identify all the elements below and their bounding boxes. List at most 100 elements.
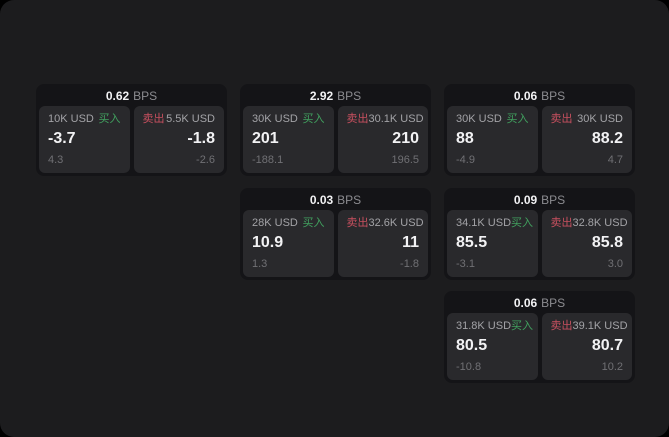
buy-size-label: 30K USD xyxy=(252,113,298,125)
buy-sub-value: -3.1 xyxy=(456,258,475,270)
sell-panel-top: 卖出 5.5K USD xyxy=(143,112,216,126)
sell-price: 210 xyxy=(392,130,419,147)
sell-panel[interactable]: 卖出 5.5K USD -1.8 -2.6 xyxy=(133,106,224,173)
buy-side-label: 买入 xyxy=(98,113,121,125)
sell-size-label: 5.5K USD xyxy=(166,113,215,125)
sell-size-label: 30.1K USD xyxy=(368,113,424,125)
sell-panel[interactable]: 卖出 32.8K USD 85.8 3.0 xyxy=(541,210,632,277)
buy-price: 201 xyxy=(252,130,279,147)
buy-price: 85.5 xyxy=(456,234,488,251)
sell-sub-value: 4.7 xyxy=(607,154,623,166)
bps-unit-label: BPS xyxy=(133,89,158,103)
card-header: 0.06 BPS xyxy=(447,87,632,106)
quote-panels: 10K USD 买入 -3.7 4.3 卖出 5.5K USD -1.8 -2.… xyxy=(39,106,224,173)
buy-sub-value: -188.1 xyxy=(252,154,284,166)
sell-panel-top: 卖出 30.1K USD xyxy=(346,112,424,126)
buy-side-label: 买入 xyxy=(511,217,534,229)
bps-value: 0.09 xyxy=(513,193,538,207)
quote-card-1: 0.62 BPS 10K USD 买入 -3.7 4.3 卖出 5.5K USD xyxy=(36,84,227,176)
quote-card-4: 0.03 BPS 28K USD 买入 10.9 1.3 卖出 32.6K US… xyxy=(240,188,431,280)
sell-panel-top: 卖出 32.8K USD xyxy=(550,216,628,230)
sell-side-label: 卖出 xyxy=(346,217,369,229)
sell-size-label: 39.1K USD xyxy=(572,320,628,332)
buy-side-label: 买入 xyxy=(511,320,534,332)
sell-side-label: 卖出 xyxy=(550,217,573,229)
buy-price: -3.7 xyxy=(48,130,76,147)
bps-unit-label: BPS xyxy=(541,89,566,103)
bps-unit-label: BPS xyxy=(541,296,566,310)
sell-panel[interactable]: 卖出 30.1K USD 210 196.5 xyxy=(337,106,428,173)
buy-panel-top: 30K USD 买入 xyxy=(252,112,325,126)
sell-price: 80.7 xyxy=(591,337,623,354)
buy-sub-value: -4.9 xyxy=(456,154,475,166)
bps-unit-label: BPS xyxy=(337,89,362,103)
buy-panel[interactable]: 30K USD 买入 88 -4.9 xyxy=(447,106,538,173)
buy-size-label: 34.1K USD xyxy=(456,217,512,229)
card-header: 0.62 BPS xyxy=(39,87,224,106)
card-header: 0.09 BPS xyxy=(447,191,632,210)
quote-card-5: 0.09 BPS 34.1K USD 买入 85.5 -3.1 卖出 32.8K… xyxy=(444,188,635,280)
buy-panel-top: 34.1K USD 买入 xyxy=(456,216,533,230)
quote-panels: 31.8K USD 买入 80.5 -10.8 卖出 39.1K USD 80.… xyxy=(447,313,632,380)
buy-price: 80.5 xyxy=(456,337,488,354)
sell-side-label: 卖出 xyxy=(550,113,573,125)
buy-panel[interactable]: 30K USD 买入 201 -188.1 xyxy=(243,106,334,173)
bps-value: 2.92 xyxy=(309,89,334,103)
sell-sub-value: 3.0 xyxy=(607,258,623,270)
card-header: 0.06 BPS xyxy=(447,294,632,313)
buy-sub-value: 4.3 xyxy=(48,154,64,166)
buy-panel-top: 28K USD 买入 xyxy=(252,216,325,230)
bps-value: 0.06 xyxy=(513,296,538,310)
buy-size-label: 30K USD xyxy=(456,113,502,125)
buy-size-label: 10K USD xyxy=(48,113,94,125)
sell-panel[interactable]: 卖出 39.1K USD 80.7 10.2 xyxy=(541,313,632,380)
buy-panel-top: 31.8K USD 买入 xyxy=(456,319,533,333)
buy-side-label: 买入 xyxy=(302,113,325,125)
quote-panels: 28K USD 买入 10.9 1.3 卖出 32.6K USD 11 -1.8 xyxy=(243,210,428,277)
buy-panel-top: 30K USD 买入 xyxy=(456,112,529,126)
buy-price: 88 xyxy=(456,130,474,147)
card-header: 2.92 BPS xyxy=(243,87,428,106)
bps-value: 0.06 xyxy=(513,89,538,103)
buy-sub-value: 1.3 xyxy=(252,258,268,270)
sell-sub-value: 196.5 xyxy=(391,154,419,166)
bps-unit-label: BPS xyxy=(337,193,362,207)
card-header: 0.03 BPS xyxy=(243,191,428,210)
sell-panel-top: 卖出 39.1K USD xyxy=(550,319,628,333)
bps-value: 0.03 xyxy=(309,193,334,207)
sell-size-label: 30K USD xyxy=(577,113,623,125)
buy-side-label: 买入 xyxy=(302,217,325,229)
sell-price: 85.8 xyxy=(591,234,623,251)
buy-panel[interactable]: 10K USD 买入 -3.7 4.3 xyxy=(39,106,130,173)
buy-side-label: 买入 xyxy=(506,113,529,125)
sell-price: -1.8 xyxy=(187,130,215,147)
buy-sub-value: -10.8 xyxy=(456,361,482,373)
sell-side-label: 卖出 xyxy=(550,320,573,332)
sell-sub-value: -1.8 xyxy=(400,258,419,270)
sell-price: 88.2 xyxy=(591,130,623,147)
buy-size-label: 28K USD xyxy=(252,217,298,229)
buy-panel[interactable]: 31.8K USD 买入 80.5 -10.8 xyxy=(447,313,538,380)
quote-panels: 30K USD 买入 88 -4.9 卖出 30K USD 88.2 4.7 xyxy=(447,106,632,173)
bps-value: 0.62 xyxy=(105,89,130,103)
quote-card-2: 2.92 BPS 30K USD 买入 201 -188.1 卖出 30.1K … xyxy=(240,84,431,176)
sell-size-label: 32.8K USD xyxy=(572,217,628,229)
sell-panel[interactable]: 卖出 32.6K USD 11 -1.8 xyxy=(337,210,428,277)
quote-panels: 30K USD 买入 201 -188.1 卖出 30.1K USD 210 1… xyxy=(243,106,428,173)
buy-panel[interactable]: 34.1K USD 买入 85.5 -3.1 xyxy=(447,210,538,277)
sell-size-label: 32.6K USD xyxy=(368,217,424,229)
quote-panels: 34.1K USD 买入 85.5 -3.1 卖出 32.8K USD 85.8… xyxy=(447,210,632,277)
sell-side-label: 卖出 xyxy=(142,113,165,125)
sell-sub-value: 10.2 xyxy=(601,361,623,373)
sell-sub-value: -2.6 xyxy=(196,154,215,166)
sell-price: 11 xyxy=(402,234,419,251)
buy-panel[interactable]: 28K USD 买入 10.9 1.3 xyxy=(243,210,334,277)
quote-card-3: 0.06 BPS 30K USD 买入 88 -4.9 卖出 30K USD xyxy=(444,84,635,176)
buy-panel-top: 10K USD 买入 xyxy=(48,112,121,126)
sell-panel[interactable]: 卖出 30K USD 88.2 4.7 xyxy=(541,106,632,173)
quote-card-6: 0.06 BPS 31.8K USD 买入 80.5 -10.8 卖出 39.1… xyxy=(444,291,635,383)
sell-side-label: 卖出 xyxy=(346,113,369,125)
bps-unit-label: BPS xyxy=(541,193,566,207)
